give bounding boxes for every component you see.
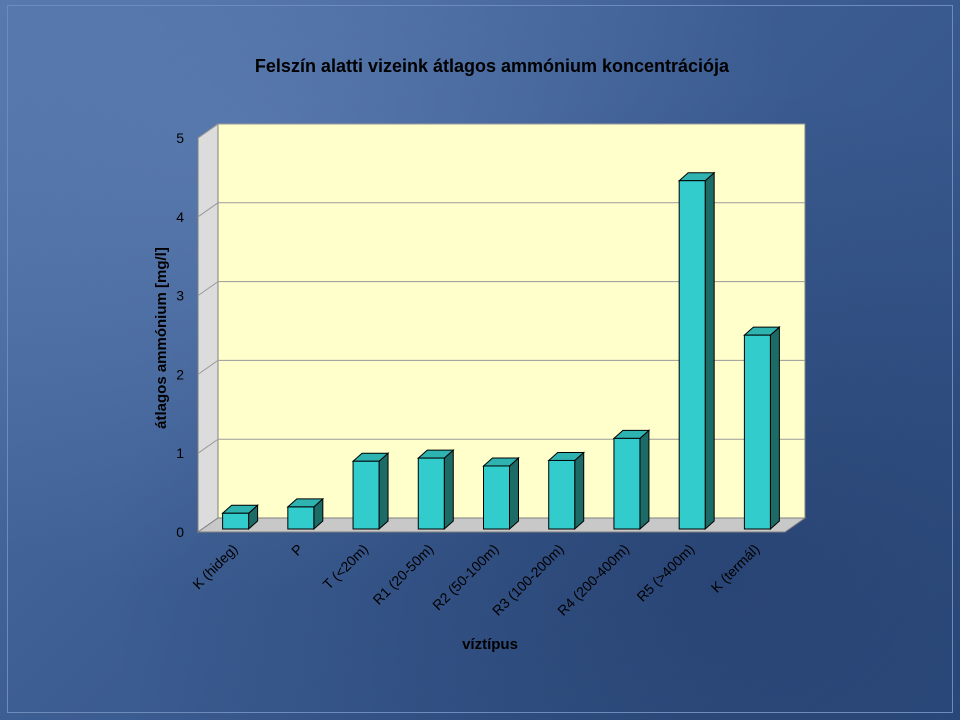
y-tick-label: 2 [176,366,184,382]
chart-title: Felszín alatti vizeink átlagos ammónium … [255,56,730,76]
x-tick-label: T (<20m) [320,541,372,593]
x-axis-label: víztípus [462,636,518,653]
bar-side [443,448,454,531]
gridline [197,202,805,218]
x-tick-label: K (termál) [708,541,763,596]
x-tick-label: P [288,541,306,559]
y-tick-label: 5 [176,130,184,146]
x-tick-label: R2 (50-100m) [429,541,501,613]
x-tick-label: K (hideg) [189,541,240,592]
bar [743,334,771,530]
chart-frame [7,5,953,713]
bar-side [769,326,780,531]
y-tick-label: 3 [176,288,184,304]
gridline [197,438,805,454]
bar-side [509,456,519,531]
bar [417,457,445,530]
y-axis-label: átlagos ammónium [mg/l] [153,247,170,429]
bar-side [378,452,389,531]
bar-side [574,451,585,531]
bar [222,512,250,530]
bar [678,180,706,530]
plot-left-wall [197,123,219,533]
bar [613,437,641,530]
plot-area: 0 1 2 3 4 5 K (hideg) P T (<20m)R1 (20-50m)R2 (5… [176,123,807,619]
bar-side [639,429,650,531]
bar [287,506,315,530]
y-tick-label: 4 [176,209,184,225]
y-tick-label: 1 [176,445,184,461]
gridline [197,359,805,375]
bar [548,459,576,530]
bar-side [704,171,715,531]
bar [483,465,510,530]
y-tick-label: 0 [176,524,184,540]
x-tick-label: R1 (20-50m) [370,541,437,608]
gridline [197,123,805,139]
gridline [197,281,805,297]
bar [352,460,380,530]
x-tick-label: R5 (>400m) [633,541,697,605]
